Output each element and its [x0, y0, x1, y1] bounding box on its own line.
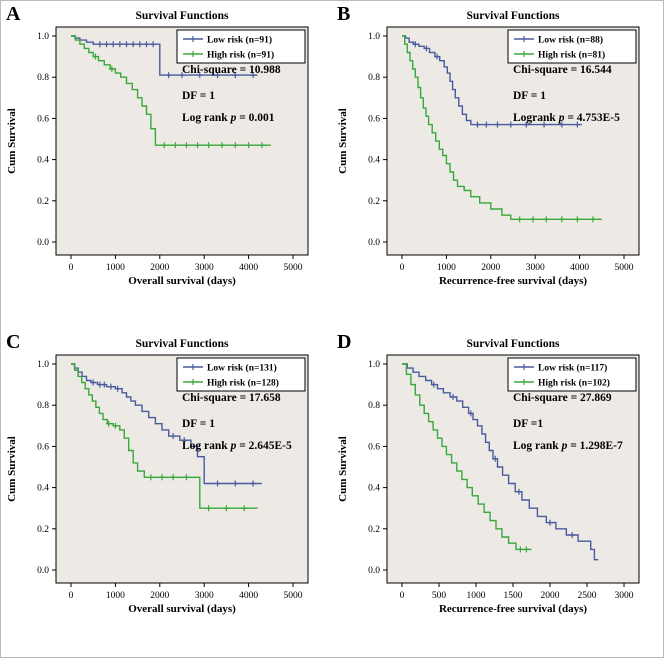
svg-text:0.4: 0.4 — [368, 484, 380, 494]
svg-text:1.0: 1.0 — [368, 360, 380, 370]
svg-text:0: 0 — [400, 263, 405, 273]
svg-text:0.2: 0.2 — [37, 525, 49, 535]
svg-text:DF = 1: DF = 1 — [182, 418, 215, 430]
svg-text:1.0: 1.0 — [37, 360, 49, 370]
svg-text:0.6: 0.6 — [368, 114, 380, 124]
svg-text:0.6: 0.6 — [37, 442, 49, 452]
svg-text:3000: 3000 — [195, 263, 214, 273]
svg-text:0.0: 0.0 — [368, 566, 380, 576]
svg-text:0.4: 0.4 — [37, 484, 49, 494]
svg-text:DF = 1: DF = 1 — [513, 90, 546, 102]
svg-text:5000: 5000 — [284, 263, 303, 273]
svg-text:0.4: 0.4 — [368, 156, 380, 166]
svg-text:0.2: 0.2 — [368, 197, 380, 207]
panel-a: A Survival Functions 0.0 0.2 0.4 0.6 0.8 1.0 0 1… — [1, 1, 332, 329]
svg-text:0.0: 0.0 — [37, 566, 49, 576]
svg-text:1000: 1000 — [106, 591, 125, 601]
svg-text:0.2: 0.2 — [368, 525, 380, 535]
svg-text:1000: 1000 — [106, 263, 125, 273]
svg-text:0: 0 — [400, 591, 405, 601]
svg-text:1.0: 1.0 — [368, 32, 380, 42]
panel-a-label: A — [6, 3, 21, 25]
svg-text:Survival Functions: Survival Functions — [136, 338, 230, 350]
svg-text:Cum Survival: Cum Survival — [6, 436, 18, 502]
svg-text:5000: 5000 — [615, 263, 634, 273]
panel-b: B Survival Functions 0.0 0.2 0.4 0.6 0.8 1.0 0 1… — [332, 1, 663, 329]
svg-text:4000: 4000 — [239, 591, 258, 601]
svg-text:0: 0 — [69, 263, 74, 273]
svg-text:Recurrence-free survival (days: Recurrence-free survival (days) — [439, 603, 587, 615]
svg-text:0.0: 0.0 — [37, 238, 49, 248]
svg-text:Log rank p = 1.298E-7: Log rank p = 1.298E-7 — [513, 440, 623, 452]
svg-text:0.6: 0.6 — [37, 114, 49, 124]
svg-text:0.2: 0.2 — [37, 197, 49, 207]
svg-text:DF =1: DF =1 — [513, 418, 543, 430]
svg-text:0.8: 0.8 — [368, 73, 380, 83]
svg-text:3000: 3000 — [615, 591, 634, 601]
svg-text:Log rank p = 0.001: Log rank p = 0.001 — [182, 112, 275, 124]
svg-text:Chi-square = 27.869: Chi-square = 27.869 — [513, 392, 612, 404]
svg-text:2000: 2000 — [150, 591, 169, 601]
svg-text:DF = 1: DF = 1 — [182, 90, 215, 102]
svg-text:Low risk (n=117): Low risk (n=117) — [538, 363, 607, 374]
svg-text:500: 500 — [432, 591, 447, 601]
panel-d-label: D — [337, 331, 352, 353]
km-chart-d: Survival Functions 0.0 0.2 0.4 0.6 0.8 1.0 0 500… — [337, 338, 640, 615]
svg-text:0.8: 0.8 — [37, 401, 49, 411]
svg-text:2000: 2000 — [541, 591, 560, 601]
svg-text:1500: 1500 — [504, 591, 523, 601]
svg-text:Recurrence-free survival (days: Recurrence-free survival (days) — [439, 275, 587, 287]
svg-text:3000: 3000 — [195, 591, 214, 601]
svg-text:2000: 2000 — [150, 263, 169, 273]
svg-text:Low risk (n=91): Low risk (n=91) — [207, 35, 272, 46]
km-chart-b: Survival Functions 0.0 0.2 0.4 0.6 0.8 1.0 0 100… — [337, 10, 640, 287]
svg-text:0.8: 0.8 — [37, 73, 49, 83]
svg-text:Log rank p = 2.645E-5: Log rank p = 2.645E-5 — [182, 440, 292, 452]
svg-text:Cum Survival: Cum Survival — [337, 108, 349, 174]
km-chart-c: Survival Functions 0.0 0.2 0.4 0.6 0.8 1.0 0 100… — [6, 338, 309, 615]
svg-text:1000: 1000 — [437, 263, 456, 273]
svg-text:High risk (n=102): High risk (n=102) — [538, 378, 610, 389]
svg-text:2500: 2500 — [578, 591, 597, 601]
svg-text:0.0: 0.0 — [368, 238, 380, 248]
svg-text:High risk (n=81): High risk (n=81) — [538, 50, 605, 61]
svg-text:1000: 1000 — [467, 591, 486, 601]
svg-text:Survival Functions: Survival Functions — [467, 338, 561, 350]
svg-text:High risk (n=91): High risk (n=91) — [207, 50, 274, 61]
panel-b-label: B — [337, 3, 351, 25]
km-chart-a: Survival Functions 0.0 0.2 0.4 0.6 0.8 1.0 0 100… — [6, 10, 309, 287]
svg-text:Chi-square = 16.544: Chi-square = 16.544 — [513, 64, 612, 76]
svg-text:0: 0 — [69, 591, 74, 601]
svg-text:4000: 4000 — [570, 263, 589, 273]
svg-text:4000: 4000 — [239, 263, 258, 273]
svg-text:Low risk (n=131): Low risk (n=131) — [207, 363, 277, 374]
panel-d: D Survival Functions 0.0 0.2 0.4 0.6 0.8 1.0 0 5… — [332, 329, 663, 657]
svg-text:Survival Functions: Survival Functions — [136, 10, 230, 22]
svg-text:5000: 5000 — [284, 591, 303, 601]
svg-text:0.4: 0.4 — [37, 156, 49, 166]
panel-c: C Survival Functions 0.0 0.2 0.4 0.6 0.8 1.0 0 1… — [1, 329, 332, 657]
svg-text:Chi-square = 17.658: Chi-square = 17.658 — [182, 392, 281, 404]
svg-text:3000: 3000 — [526, 263, 545, 273]
svg-text:Low risk (n=88): Low risk (n=88) — [538, 35, 603, 46]
svg-text:High risk (n=128): High risk (n=128) — [207, 378, 279, 389]
svg-text:Logrank p = 4.753E-5: Logrank p = 4.753E-5 — [513, 112, 620, 124]
svg-text:Overall survival (days): Overall survival (days) — [128, 603, 236, 615]
svg-text:Chi-square = 10.988: Chi-square = 10.988 — [182, 64, 281, 76]
svg-text:Cum Survival: Cum Survival — [337, 436, 349, 502]
svg-text:2000: 2000 — [481, 263, 500, 273]
svg-text:0.8: 0.8 — [368, 401, 380, 411]
svg-text:Cum Survival: Cum Survival — [6, 108, 18, 174]
svg-text:Survival Functions: Survival Functions — [467, 10, 561, 22]
panel-c-label: C — [6, 331, 21, 353]
svg-text:1.0: 1.0 — [37, 32, 49, 42]
svg-text:0.6: 0.6 — [368, 442, 380, 452]
svg-text:Overall survival (days): Overall survival (days) — [128, 275, 236, 287]
